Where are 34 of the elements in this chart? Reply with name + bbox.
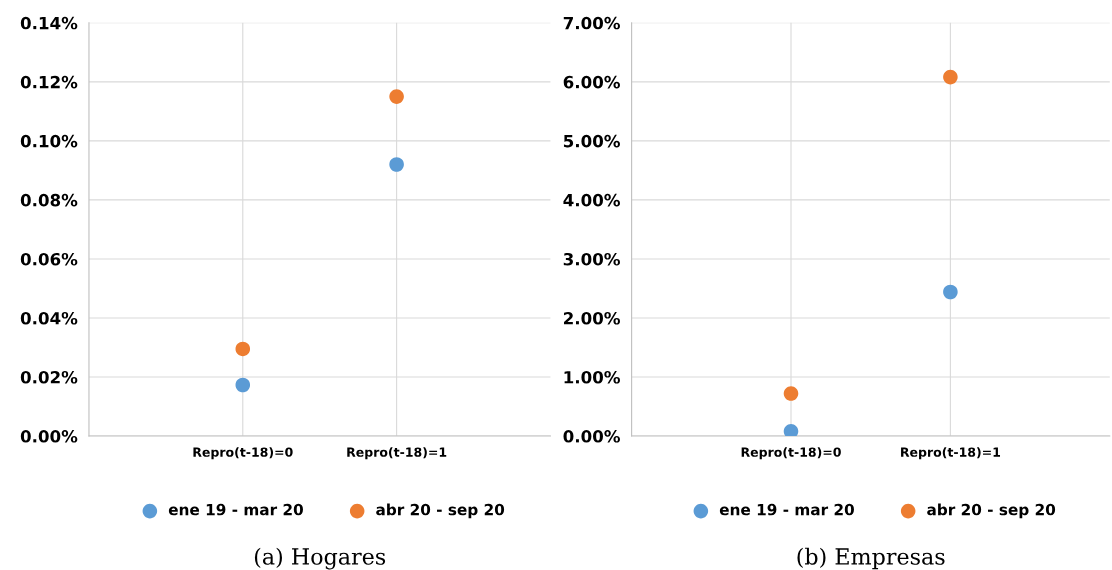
x-tick-label: Repro(t-18)=1 (347, 447, 447, 460)
y-tick-label: 0.02% (20, 370, 78, 384)
x-tick-label: Repro(t-18)=0 (193, 447, 293, 460)
point (235, 377, 251, 393)
point (389, 157, 404, 172)
y-tick-label: 0.12% (20, 75, 78, 89)
point (235, 341, 251, 357)
y-tick-label: 6.00% (563, 75, 620, 89)
y-tick-label: 0.06% (20, 252, 78, 266)
legend-label: ene 19 - mar 20 (719, 503, 854, 516)
y-tick-label: 0.08% (20, 193, 78, 207)
x-tick-label: Repro(t-18)=1 (901, 447, 1001, 460)
text: (a) Hogares (254, 547, 386, 570)
y-tick-label: 3.00% (563, 252, 620, 266)
point (389, 89, 404, 104)
x-tick-label: Repro(t-18)=0 (741, 447, 841, 460)
y-tick-label: 0.00% (563, 430, 620, 443)
legend-label: abr 20 - sep 20 (376, 503, 505, 519)
point (783, 424, 799, 437)
y-tick-label: 2.00% (564, 311, 620, 325)
legend-label: ene 19 - mar 20 (168, 503, 303, 516)
text: (b) Empresas (797, 547, 945, 570)
y-tick-label: 0.00% (20, 430, 78, 443)
y-tick-label: 1.00% (564, 370, 620, 384)
y-tick-label: 0.14% (20, 16, 78, 30)
y-tick-label: 7.00% (563, 16, 620, 30)
y-tick-label: 0.04% (20, 311, 78, 325)
point (783, 386, 799, 401)
y-tick-label: 5.00% (563, 134, 620, 148)
point (943, 284, 958, 300)
point (943, 69, 958, 85)
legend-label: abr 20 - sep 20 (927, 503, 1056, 519)
y-tick-label: 4.00% (563, 193, 620, 207)
y-tick-label: 0.10% (20, 134, 78, 148)
